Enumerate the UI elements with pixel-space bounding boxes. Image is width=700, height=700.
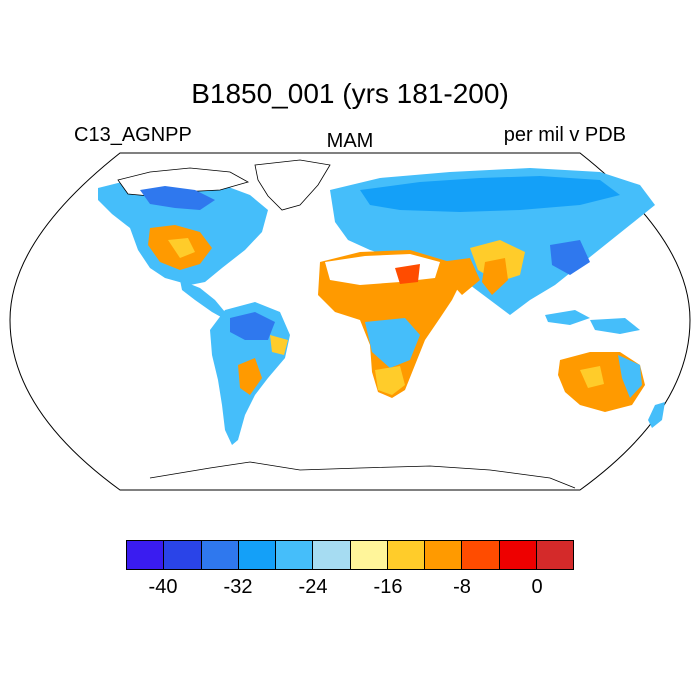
colorbar-swatch [387, 541, 425, 569]
plot-title: B1850_001 (yrs 181-200) [191, 78, 509, 109]
colorbar-swatch [201, 541, 239, 569]
colorbar-swatch [462, 541, 500, 569]
eurasia [330, 168, 655, 315]
colorbar-swatch [127, 541, 165, 569]
units-label: per mil v PDB [503, 124, 626, 146]
colorbar-swatch [425, 541, 463, 569]
colorbar-tick-label: -16 [373, 576, 403, 598]
antarctica [149, 461, 576, 489]
colorbar-tick-label: -24 [298, 576, 328, 598]
colorbar-swatch [238, 541, 276, 569]
south-america [210, 302, 290, 445]
indonesia [545, 310, 640, 334]
colorbar-swatch [313, 541, 351, 569]
colorbar [126, 540, 574, 570]
north-america [98, 167, 268, 322]
colorbar-swatch [276, 541, 314, 569]
colorbar-tick-label: -40 [148, 576, 178, 598]
colorbar-tick-label: -8 [453, 576, 471, 598]
colorbar-swatch [536, 541, 573, 569]
colorbar-tick-label: -32 [223, 576, 253, 598]
greenland [254, 159, 331, 211]
colorbar-ticks: -40 -32 -24 -16 -8 0 [0, 576, 700, 602]
australia [558, 352, 645, 412]
colorbar-swatch [350, 541, 388, 569]
colorbar-tick-label: 0 [531, 576, 543, 598]
colorbar-swatch [164, 541, 202, 569]
colorbar-swatch [499, 541, 537, 569]
africa [318, 250, 480, 398]
season-label: MAM [326, 130, 374, 152]
new-zealand [648, 402, 665, 428]
variable-label: C13_AGNPP [74, 124, 192, 146]
